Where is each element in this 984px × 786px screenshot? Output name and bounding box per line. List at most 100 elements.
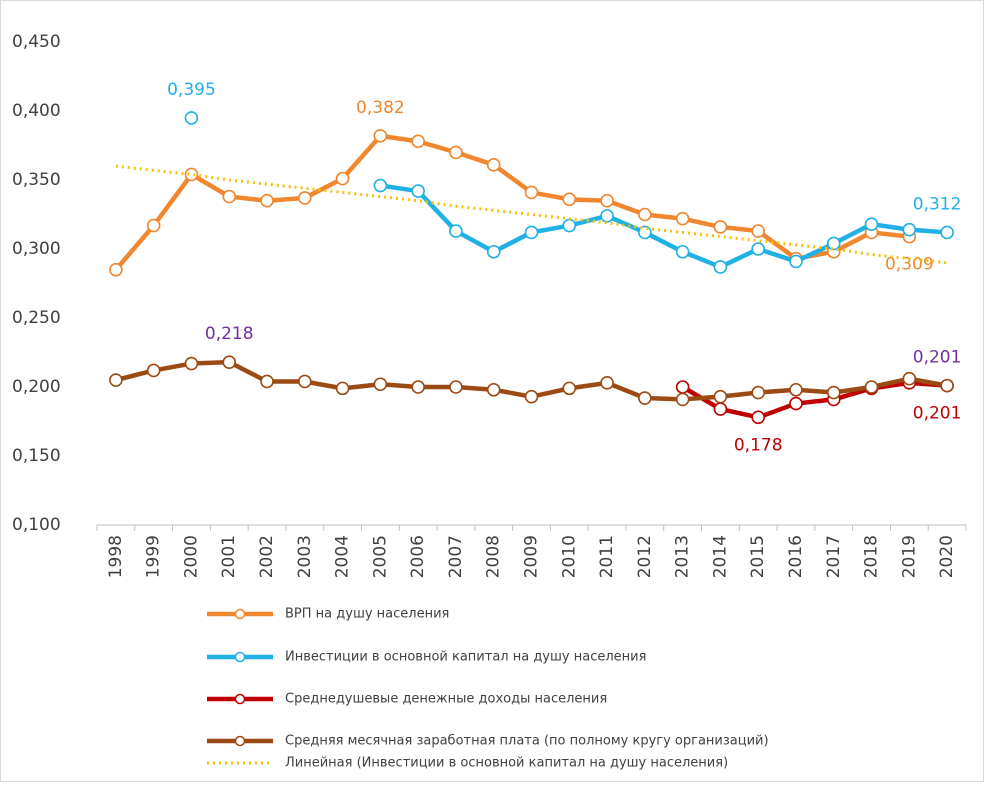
point: [486, 382, 501, 397]
point: [449, 224, 463, 238]
x-tick-label: 2004: [333, 535, 353, 578]
legend-marker: [234, 651, 246, 663]
point: [184, 111, 199, 125]
point: [826, 385, 841, 400]
point: [222, 189, 237, 204]
data-label: 0,382: [356, 98, 405, 118]
point: [449, 145, 463, 160]
point: [751, 224, 765, 238]
legend-label: Средняя месячная заработная плата (по по…: [285, 734, 769, 749]
point: [109, 262, 123, 277]
x-tick-label: 2013: [673, 535, 693, 578]
data-label: 0,178: [734, 435, 783, 455]
point: [751, 242, 765, 256]
legend-label: ВРП на душу населения: [285, 607, 449, 622]
y-tick-label: 0,250: [12, 308, 61, 328]
data-label: 0,395: [167, 80, 216, 100]
x-tick-label: 2008: [484, 535, 504, 578]
point: [411, 134, 425, 149]
point: [373, 377, 388, 392]
point: [940, 378, 954, 393]
point: [373, 129, 388, 143]
point: [486, 158, 501, 172]
data-label: 0,201: [913, 348, 962, 368]
point: [260, 193, 274, 208]
x-tick-label: 2005: [370, 535, 390, 578]
point: [373, 178, 388, 193]
x-tick-label: 2015: [748, 535, 768, 578]
legend-marker: [234, 608, 246, 620]
point: [638, 391, 652, 405]
x-tick-label: 2010: [559, 535, 579, 578]
point: [675, 380, 690, 394]
x-tick-label: 2014: [710, 535, 730, 578]
x-tick-label: 2002: [257, 535, 277, 578]
point: [864, 380, 879, 394]
point: [713, 402, 728, 416]
x-tick-label: 2006: [408, 535, 428, 578]
point: [335, 171, 350, 186]
point: [713, 220, 728, 234]
point: [562, 218, 577, 233]
legend-marker: [234, 735, 246, 747]
data-label: 0,312: [913, 194, 962, 214]
data-label: 0,218: [205, 324, 254, 344]
point: [638, 207, 652, 222]
trend-line: [115, 164, 948, 265]
point: [184, 167, 199, 182]
point: [902, 371, 917, 386]
point: [940, 225, 954, 240]
point: [260, 374, 274, 389]
data-label: 0,201: [913, 404, 962, 424]
series-line: [114, 133, 910, 272]
point: [600, 209, 614, 223]
x-tick-label: 2018: [862, 535, 882, 578]
point: [411, 184, 425, 198]
point: [864, 217, 879, 231]
point: [789, 382, 803, 397]
x-tick-label: 2011: [597, 535, 617, 578]
point: [146, 218, 161, 233]
point: [222, 355, 237, 369]
x-tick-label: 2000: [181, 535, 201, 578]
x-tick-label: 2007: [446, 535, 466, 578]
legend-label: Линейная (Инвестиции в основной капитал …: [285, 756, 728, 771]
point: [562, 192, 577, 207]
point: [675, 211, 690, 226]
point: [751, 385, 765, 400]
point: [524, 225, 539, 240]
x-tick-label: 2003: [295, 535, 315, 578]
y-tick-label: 0,350: [12, 170, 61, 190]
legend-label: Инвестиции в основной капитал на душу на…: [285, 650, 646, 665]
point: [524, 185, 539, 200]
x-tick-label: 2009: [522, 535, 542, 578]
point: [826, 236, 841, 251]
point: [184, 356, 199, 371]
y-tick-label: 0,300: [12, 239, 61, 259]
y-tick-label: 0,450: [12, 32, 61, 52]
legend-label: Среднедушевые денежные доходы населения: [285, 692, 607, 707]
point: [675, 392, 690, 407]
legend-marker: [234, 693, 246, 705]
point: [486, 244, 501, 259]
x-tick-label: 2012: [635, 535, 655, 578]
y-tick-label: 0,400: [12, 101, 61, 121]
point: [411, 380, 425, 394]
point: [902, 222, 917, 237]
y-tick-label: 0,150: [12, 446, 61, 466]
point: [335, 381, 350, 396]
y-tick-label: 0,100: [12, 515, 61, 535]
point: [298, 374, 312, 389]
point: [562, 381, 577, 396]
point: [600, 376, 614, 390]
point: [789, 396, 803, 411]
point: [789, 254, 803, 269]
x-tick-label: 1998: [106, 535, 126, 578]
point: [449, 380, 463, 394]
point: [298, 191, 312, 205]
point: [524, 389, 539, 404]
point: [109, 373, 123, 387]
x-tick-label: 1999: [144, 535, 164, 578]
x-tick-label: 2019: [899, 535, 919, 578]
point: [146, 363, 161, 378]
